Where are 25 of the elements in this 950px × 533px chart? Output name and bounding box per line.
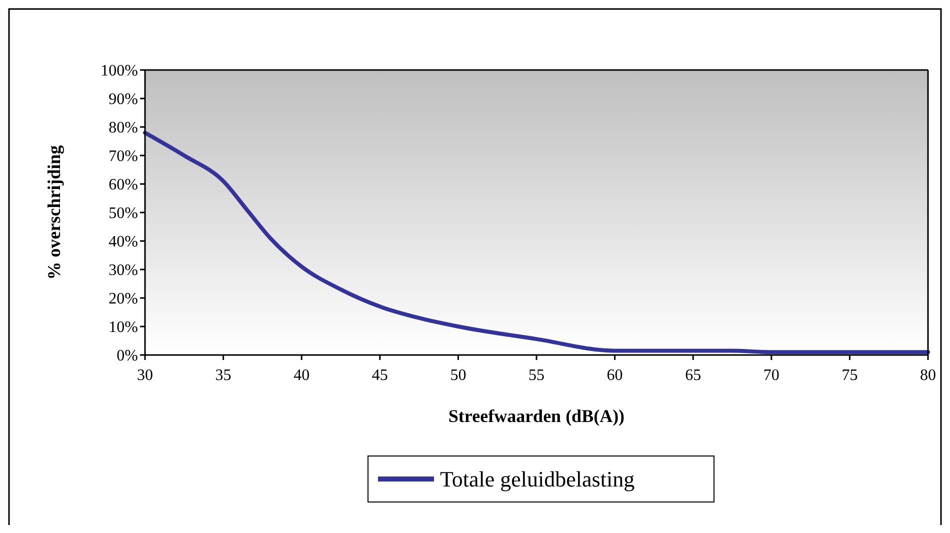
y-tick-label: 90%: [108, 91, 138, 108]
y-axis-title: % overschrijding: [44, 145, 64, 280]
y-tick-label: 10%: [108, 319, 138, 336]
y-tick-label: 80%: [108, 120, 138, 137]
y-tick-label: 70%: [108, 148, 138, 166]
y-tick-label: 50%: [108, 205, 138, 222]
x-axis-title: Streefwaarden (dB(A)): [448, 406, 625, 426]
x-tick-label: 65: [685, 367, 702, 384]
y-tick-label: 20%: [108, 290, 138, 308]
x-tick-label: 35: [215, 367, 232, 384]
x-tick-label: 70: [763, 367, 780, 384]
x-tick-label: 40: [294, 367, 310, 384]
y-tick-label: 40%: [108, 234, 138, 251]
y-tick-label: 0%: [116, 348, 138, 365]
y-tick-label: 30%: [108, 262, 138, 280]
x-tick-label: 60: [606, 367, 623, 384]
x-tick-label: 30: [137, 367, 153, 384]
x-tick-label: 45: [372, 367, 388, 384]
y-tick-label: 100%: [100, 62, 138, 80]
x-tick-label: 75: [842, 367, 858, 384]
x-tick-label: 55: [528, 367, 544, 384]
y-tick-label: 60%: [108, 176, 138, 194]
x-tick-label: 80: [920, 367, 936, 384]
legend-label: Totale geluidbelasting: [440, 466, 635, 492]
x-tick-label: 50: [450, 367, 466, 384]
